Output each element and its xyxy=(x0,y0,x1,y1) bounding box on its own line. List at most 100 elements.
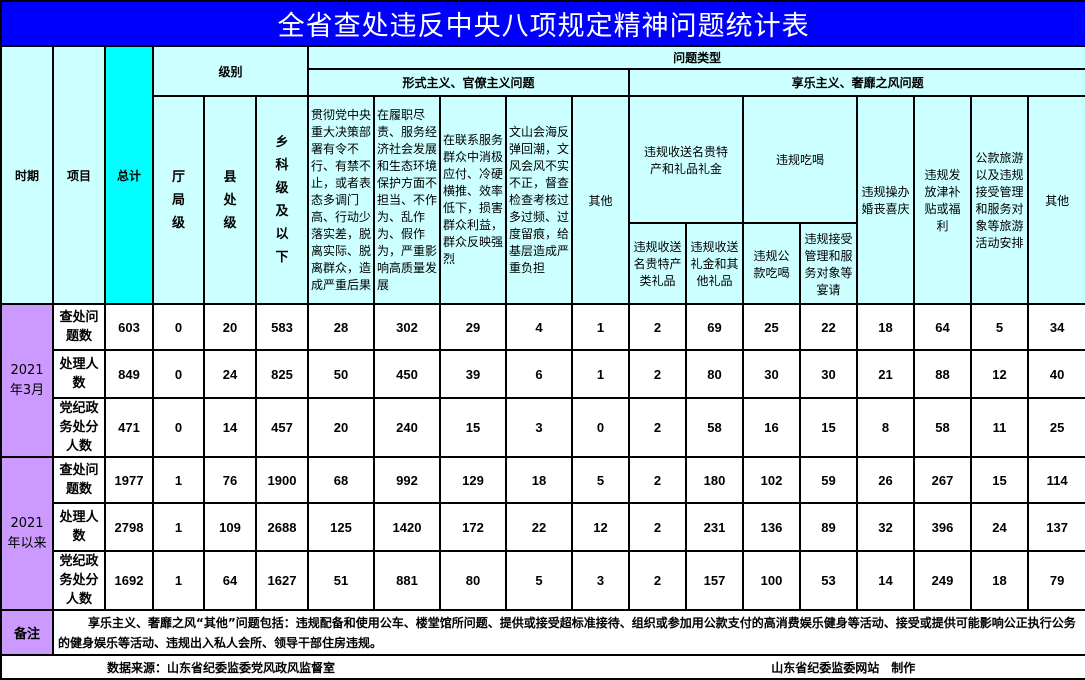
cell-value: 30 xyxy=(799,349,858,399)
cell-value: 5 xyxy=(505,550,573,611)
cell-value: 5 xyxy=(571,456,630,504)
header-level-county-label: 县处级 xyxy=(223,169,237,231)
cell-value: 22 xyxy=(799,303,858,351)
cell-value: 79 xyxy=(1026,550,1085,611)
cell-value: 267 xyxy=(913,456,972,504)
cell-value: 12 xyxy=(571,502,630,552)
cell-value: 59 xyxy=(799,456,858,504)
header-formalism: 形式主义、官僚主义问题 xyxy=(307,68,630,97)
header-item: 项目 xyxy=(52,45,106,305)
cell-value: 396 xyxy=(913,502,972,552)
cell-total: 1977 xyxy=(104,456,154,504)
cell-value: 0 xyxy=(152,303,205,351)
cell-value: 881 xyxy=(373,550,441,611)
cell-value: 1420 xyxy=(373,502,441,552)
cell-value: 1 xyxy=(152,550,205,611)
row-item-label: 查处问题数 xyxy=(59,463,99,497)
row-item: 处理人数 xyxy=(52,349,106,399)
header-gifts: 违规收送名贵特产和礼品礼金 xyxy=(628,95,744,224)
header-weddings-funerals: 违规操办婚丧喜庆 xyxy=(856,95,915,305)
cell-value: 80 xyxy=(685,349,744,399)
cell-value: 14 xyxy=(856,550,915,611)
cell-value: 40 xyxy=(1026,349,1085,399)
footer-producer: 山东省纪委监委网站 制作 xyxy=(771,660,916,675)
notes-text: 享乐主义、奢靡之风“其他”问题包括：违规配备和使用公车、楼堂馆所问题、提供或接受… xyxy=(51,609,1085,656)
cell-value: 1627 xyxy=(255,550,309,611)
cell-value: 1 xyxy=(571,349,630,399)
header-dining: 违规吃喝 xyxy=(742,95,858,224)
cell-value: 18 xyxy=(856,303,915,351)
cell-total: 1692 xyxy=(104,550,154,611)
cell-value: 2 xyxy=(628,397,687,458)
cell-value: 2 xyxy=(628,349,687,399)
cell-value: 20 xyxy=(203,303,257,351)
cell-value: 58 xyxy=(685,397,744,458)
row-item: 查处问题数 xyxy=(52,303,106,351)
cell-value: 39 xyxy=(439,349,507,399)
header-level: 级别 xyxy=(152,45,309,97)
header-formalism-col-3: 在联系服务群众中消极应付、冷硬横推、效率低下，损害群众利益，群众反映强烈 xyxy=(439,95,507,305)
cell-value: 137 xyxy=(1026,502,1085,552)
cell-value: 1 xyxy=(571,303,630,351)
cell-value: 457 xyxy=(255,397,309,458)
cell-value: 0 xyxy=(571,397,630,458)
cell-value: 249 xyxy=(913,550,972,611)
header-level-township-label: 乡科级及以下 xyxy=(275,135,289,265)
cell-value: 16 xyxy=(742,397,801,458)
header-level-department: 厅局级 xyxy=(152,95,205,305)
header-problem-type: 问题类型 xyxy=(306,45,1085,70)
header-total: 总计 xyxy=(104,45,154,305)
cell-value: 24 xyxy=(203,349,257,399)
cell-value: 2 xyxy=(628,303,687,351)
cell-value: 0 xyxy=(152,397,205,458)
cell-value: 12 xyxy=(970,349,1029,399)
cell-value: 450 xyxy=(373,349,441,399)
cell-value: 136 xyxy=(742,502,801,552)
cell-value: 8 xyxy=(856,397,915,458)
cell-value: 53 xyxy=(799,550,858,611)
cell-value: 129 xyxy=(439,456,507,504)
cell-value: 4 xyxy=(505,303,573,351)
cell-value: 992 xyxy=(373,456,441,504)
cell-value: 240 xyxy=(373,397,441,458)
row-item-label: 党纪政务处分人数 xyxy=(59,554,99,607)
table-row: 党纪政务处分人数 471 0 14 457 20 240 15 3 0 2 58 16 15 8 58 11 25 xyxy=(1,397,1085,458)
cell-value: 1 xyxy=(152,456,205,504)
cell-value: 14 xyxy=(203,397,257,458)
cell-value: 109 xyxy=(203,502,257,552)
cell-value: 21 xyxy=(856,349,915,399)
cell-value: 64 xyxy=(203,550,257,611)
header-hedonism: 享乐主义、奢靡之风问题 xyxy=(627,68,1085,97)
header-formalism-col-2: 在履职尽责、服务经济社会发展和生态环境保护方面不担当、不作为、乱作为、假作为，严… xyxy=(373,95,441,305)
cell-value: 20 xyxy=(307,397,375,458)
cell-value: 11 xyxy=(970,397,1029,458)
cell-value: 50 xyxy=(307,349,375,399)
header-travel: 公款旅游以及违规接受管理和服务对象等旅游活动安排 xyxy=(970,95,1029,305)
cell-value: 51 xyxy=(307,550,375,611)
cell-value: 24 xyxy=(970,502,1029,552)
table-body: 2021年3月 查处问题数 603 0 20 583 28 302 29 4 1 2 69 25 22 18 6… xyxy=(0,303,1085,611)
cell-value: 68 xyxy=(307,456,375,504)
cell-value: 2 xyxy=(628,502,687,552)
cell-value: 28 xyxy=(307,303,375,351)
cell-value: 29 xyxy=(439,303,507,351)
footer: 数据来源：山东省纪委监委党风政风监督室 山东省纪委监委网站 制作 xyxy=(0,654,1085,680)
cell-value: 583 xyxy=(255,303,309,351)
cell-total: 603 xyxy=(104,303,154,351)
cell-value: 125 xyxy=(307,502,375,552)
cell-value: 80 xyxy=(439,550,507,611)
cell-value: 76 xyxy=(203,456,257,504)
cell-value: 302 xyxy=(373,303,441,351)
footer-source: 数据来源：山东省纪委监委党风政风监督室 xyxy=(107,660,336,675)
table-title: 全省查处违反中央八项规定精神问题统计表 xyxy=(0,0,1085,47)
cell-value: 231 xyxy=(685,502,744,552)
header-level-county: 县处级 xyxy=(203,95,257,305)
cell-value: 100 xyxy=(742,550,801,611)
header-gifts-specialty: 违规收送名贵特产类礼品 xyxy=(628,222,687,305)
header-allowances: 违规发放津补贴或福利 xyxy=(913,95,972,305)
cell-value: 58 xyxy=(913,397,972,458)
table-row: 2021年3月 查处问题数 603 0 20 583 28 302 29 4 1 2 69 25 22 18 6… xyxy=(0,303,1085,458)
cell-value: 114 xyxy=(1026,456,1085,504)
header-level-township: 乡科级及以下 xyxy=(255,95,309,305)
cell-total: 471 xyxy=(104,397,154,458)
